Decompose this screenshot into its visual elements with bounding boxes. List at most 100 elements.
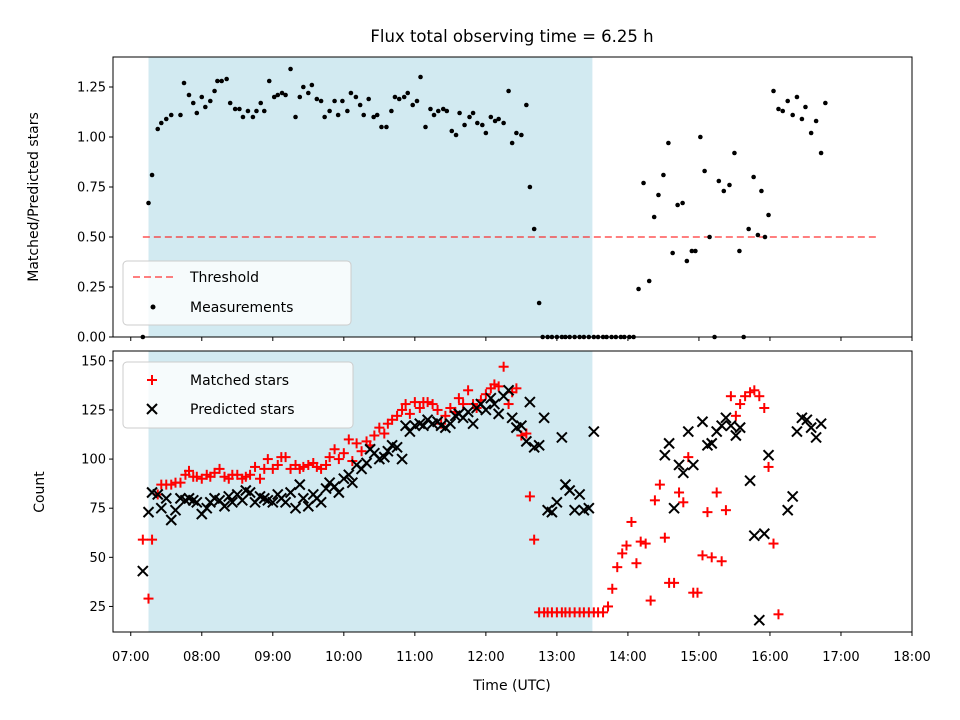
matched-stars-point bbox=[414, 402, 425, 413]
measurement-point bbox=[297, 94, 303, 100]
predicted-stars-point bbox=[223, 490, 235, 503]
measurement-point bbox=[483, 130, 489, 136]
matched-stars-point bbox=[493, 381, 504, 392]
measurement-point bbox=[656, 192, 661, 198]
matched-stars-point bbox=[175, 477, 186, 488]
predicted-stars-point bbox=[744, 474, 756, 487]
measurement-point bbox=[431, 112, 437, 118]
y-tick-label: 0.75 bbox=[77, 181, 106, 196]
matched-stars-point bbox=[143, 593, 154, 604]
matched-stars-point bbox=[626, 516, 637, 527]
matched-stars-point bbox=[725, 391, 736, 402]
measurement-point bbox=[178, 112, 183, 118]
measurement-point bbox=[707, 234, 712, 240]
matched-stars-point bbox=[298, 461, 309, 472]
measurement-point bbox=[258, 100, 264, 106]
x-tick-label: 15:00 bbox=[680, 650, 717, 665]
measurement-point bbox=[322, 114, 327, 120]
measurement-point bbox=[670, 250, 675, 256]
measurement-point bbox=[492, 118, 498, 124]
predicted-stars-point bbox=[687, 459, 699, 471]
matched-stars-point bbox=[692, 587, 703, 598]
measurement-point bbox=[462, 122, 467, 128]
measurement-point bbox=[440, 106, 446, 112]
measurement-point bbox=[374, 112, 380, 118]
measurement-point bbox=[332, 98, 337, 104]
x-axis-label: Time (UTC) bbox=[472, 678, 550, 694]
x-tick-label: 13:00 bbox=[538, 650, 575, 665]
measurement-point bbox=[345, 108, 350, 114]
measurement-point bbox=[818, 150, 824, 156]
matched-stars-point bbox=[338, 448, 349, 459]
y-tick-label: 75 bbox=[89, 502, 106, 517]
predicted-stars-point bbox=[546, 506, 558, 518]
measurement-point bbox=[306, 90, 311, 96]
matched-stars-point bbox=[137, 534, 148, 545]
y-axis-label-ratio: Matched/Predicted stars bbox=[26, 112, 42, 282]
measurement-point bbox=[531, 226, 537, 232]
measurement-point bbox=[514, 130, 519, 136]
matched-stars-point bbox=[659, 532, 670, 543]
predicted-stars-point bbox=[382, 445, 394, 457]
measurement-point bbox=[208, 98, 213, 104]
measurement-point bbox=[219, 78, 224, 84]
measurement-point bbox=[203, 104, 208, 110]
predicted-stars-point bbox=[782, 504, 794, 516]
predicted-stars-point bbox=[485, 392, 497, 404]
legend-predicted-label: Predicted stars bbox=[190, 402, 295, 418]
measurement-point bbox=[340, 98, 345, 104]
predicted-stars-point bbox=[333, 486, 345, 499]
measurement-point bbox=[803, 104, 808, 110]
matched-stars-point bbox=[356, 446, 367, 457]
measurement-point bbox=[693, 248, 698, 254]
predicted-stars-point bbox=[244, 486, 256, 499]
matched-stars-point bbox=[432, 404, 443, 415]
measurement-point bbox=[371, 114, 376, 120]
measurement-point bbox=[488, 114, 494, 120]
matched-stars-point bbox=[343, 434, 354, 445]
measurement-point bbox=[361, 112, 367, 118]
matched-stars-point bbox=[763, 461, 774, 472]
predicted-stars-point bbox=[758, 528, 770, 540]
y-axis-label-count: Count bbox=[32, 471, 48, 513]
x-tick-label: 08:00 bbox=[183, 650, 220, 665]
y-tick-label: 150 bbox=[81, 354, 106, 369]
measurement-point bbox=[384, 124, 389, 130]
measurement-point bbox=[163, 116, 169, 122]
matched-stars-point bbox=[214, 463, 225, 474]
measurement-point bbox=[727, 182, 732, 188]
measurement-point bbox=[808, 130, 814, 136]
predicted-stars-point bbox=[568, 504, 581, 516]
matched-stars-point bbox=[702, 507, 713, 518]
measurement-point bbox=[232, 106, 238, 112]
measurement-point bbox=[327, 108, 332, 114]
predicted-stars-point bbox=[538, 412, 550, 424]
predicted-stars-point bbox=[315, 496, 327, 509]
y-tick-label: 50 bbox=[89, 551, 106, 566]
matched-stars-point bbox=[631, 558, 642, 569]
measurement-point bbox=[689, 248, 695, 254]
matched-stars-point bbox=[773, 609, 784, 620]
predicted-stars-point bbox=[142, 506, 155, 518]
predicted-stars-point bbox=[815, 417, 827, 430]
measurement-point bbox=[636, 286, 641, 292]
measurement-point bbox=[480, 122, 485, 128]
measurement-point bbox=[318, 98, 324, 104]
measurement-point bbox=[266, 78, 272, 84]
predicted-stars-point bbox=[748, 530, 761, 542]
matched-stars-point bbox=[678, 497, 689, 508]
panel-ratio-frame bbox=[112, 56, 913, 338]
predicted-stars-point bbox=[583, 502, 595, 514]
measurement-point bbox=[780, 108, 786, 114]
matched-stars-point bbox=[524, 491, 535, 502]
measurement-point bbox=[519, 132, 524, 138]
measurement-point bbox=[224, 76, 229, 82]
measurement-point bbox=[401, 94, 407, 100]
measurement-point bbox=[435, 108, 441, 114]
matched-stars-point bbox=[674, 487, 685, 498]
matched-stars-point bbox=[262, 454, 273, 465]
predicted-stars-point bbox=[320, 482, 332, 495]
measurement-point bbox=[444, 108, 450, 114]
matched-stars-point bbox=[333, 454, 344, 465]
measurement-point bbox=[684, 258, 690, 264]
